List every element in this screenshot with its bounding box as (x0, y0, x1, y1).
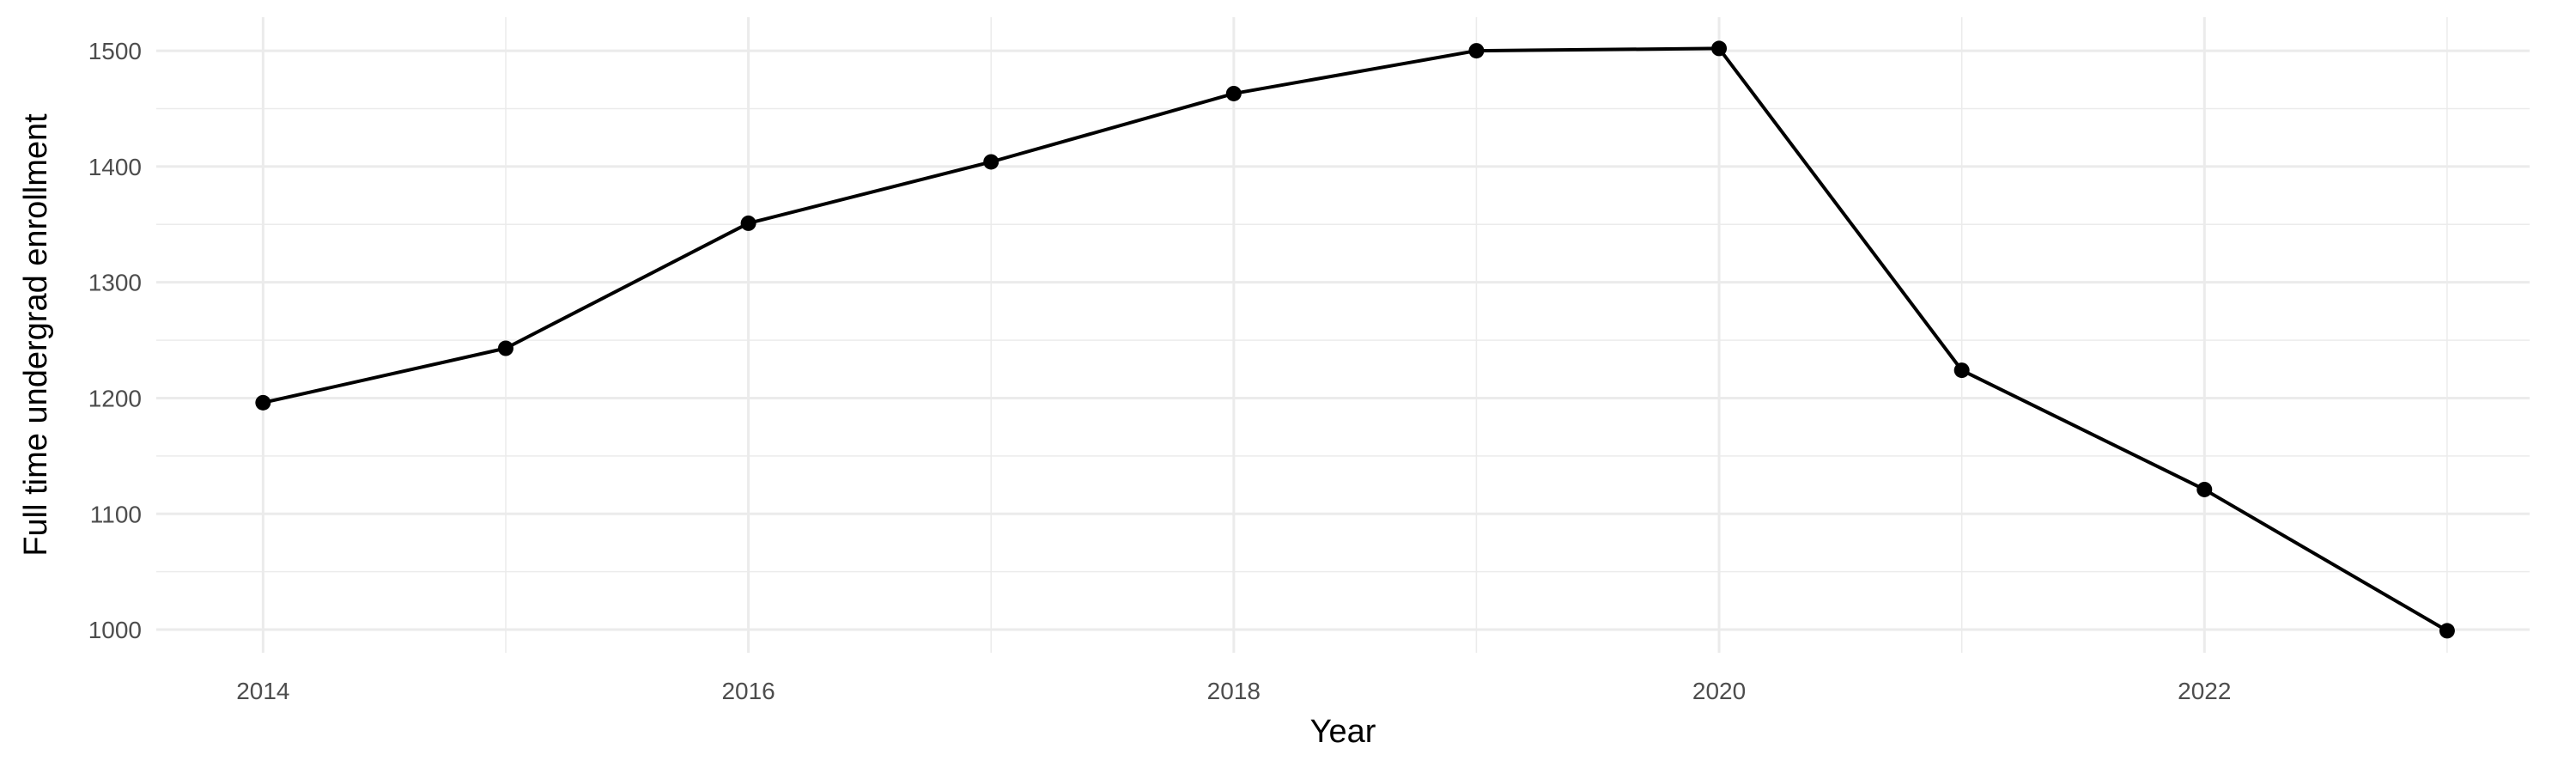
y-tick-label: 1200 (88, 385, 142, 411)
data-point (1953, 362, 1970, 379)
y-tick-label: 1000 (88, 617, 142, 643)
data-point (255, 394, 271, 411)
gridlines (156, 17, 2530, 653)
data-point (1468, 43, 1485, 59)
tick-labels: 1000 1100 1200 1300 1400 1500 2014 2016 2018 2020… (88, 38, 2232, 704)
data-line (262, 46, 2448, 633)
data-point (1711, 40, 1728, 57)
x-tick-label: 2014 (236, 678, 289, 704)
x-tick-label: 2018 (1207, 678, 1261, 704)
y-tick-label: 1500 (88, 38, 142, 64)
x-tick-label: 2020 (1692, 678, 1746, 704)
data-point (1225, 85, 1242, 101)
data-point (740, 215, 756, 231)
y-tick-label: 1100 (90, 501, 142, 527)
y-axis-title: Full time undergrad enrollment (18, 113, 54, 557)
data-point (983, 154, 999, 170)
x-tick-label: 2022 (2178, 678, 2231, 704)
x-axis-title: Year (1310, 714, 1376, 750)
series-line (255, 40, 2455, 639)
x-tick-label: 2016 (721, 678, 775, 704)
y-tick-label: 1300 (88, 270, 142, 296)
data-point (497, 340, 513, 356)
data-point (2196, 481, 2213, 497)
data-point (2439, 623, 2455, 639)
y-tick-label: 1400 (88, 154, 142, 180)
